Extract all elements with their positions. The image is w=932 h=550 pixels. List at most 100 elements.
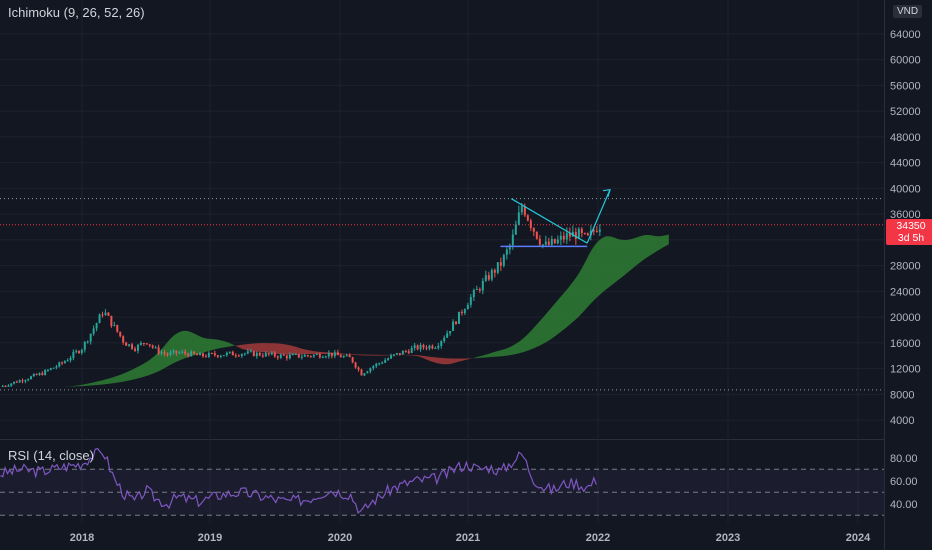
- candle-body: [285, 355, 288, 359]
- candle-body: [351, 357, 354, 363]
- candle-body: [282, 354, 285, 356]
- candle-body: [95, 323, 98, 329]
- candle-body: [41, 373, 44, 376]
- candle-body: [201, 353, 204, 357]
- candle-body: [101, 314, 104, 316]
- candle-body: [472, 290, 475, 298]
- candle-body: [66, 360, 69, 362]
- rsi-tick-label: 60.00: [890, 476, 918, 488]
- candle-body: [428, 345, 431, 349]
- candle-body: [7, 385, 10, 387]
- candle-body: [30, 376, 33, 380]
- rsi-tick-label: 40.00: [890, 499, 918, 511]
- candle-body: [267, 353, 270, 355]
- candle-body: [243, 353, 246, 355]
- x-tick-label: 2022: [586, 532, 610, 544]
- candle-body: [276, 356, 279, 358]
- candle-body: [484, 275, 487, 281]
- candle-body: [342, 356, 345, 358]
- candle-body: [255, 352, 258, 357]
- resistance-trendline[interactable]: [511, 198, 588, 244]
- y-tick-label: 44000: [890, 158, 921, 170]
- last-price-tag: 34350 3d 5h: [886, 219, 932, 245]
- candle-body: [32, 374, 35, 377]
- candle-body: [134, 348, 137, 351]
- candle-body: [166, 353, 169, 355]
- candle-body: [395, 353, 398, 355]
- candle-body: [198, 353, 201, 356]
- ichimoku-legend[interactable]: Ichimoku (9, 26, 52, 26): [8, 5, 145, 20]
- candle-body: [589, 230, 592, 236]
- y-tick-label: 24000: [890, 286, 921, 298]
- candle-body: [381, 362, 384, 364]
- candle-body: [598, 229, 601, 232]
- candle-body: [44, 370, 47, 376]
- rsi-legend[interactable]: RSI (14, close): [8, 448, 94, 463]
- candle-body: [240, 354, 243, 357]
- candle-body: [556, 239, 559, 244]
- candle-body: [219, 355, 222, 357]
- candle-body: [446, 333, 449, 338]
- candle-body: [151, 345, 154, 348]
- candle-body: [75, 351, 78, 353]
- candle-body: [86, 341, 89, 343]
- candle-body: [312, 354, 315, 357]
- candle-body: [80, 349, 83, 354]
- candle-body: [178, 352, 181, 354]
- candle-body: [443, 337, 446, 342]
- candle-body: [565, 233, 568, 240]
- candle-body: [213, 353, 216, 356]
- candle-body: [72, 351, 75, 358]
- candle-body: [345, 355, 348, 357]
- candle-body: [104, 312, 107, 315]
- candle-body: [222, 355, 225, 357]
- candle-body: [523, 206, 526, 216]
- currency-badge[interactable]: VND: [893, 5, 923, 18]
- candle-body: [237, 355, 240, 357]
- candle-body: [333, 352, 336, 357]
- candle-body: [128, 344, 131, 346]
- arrow-head-icon: [602, 188, 611, 197]
- candle-body: [145, 343, 148, 345]
- candle-body: [234, 355, 237, 357]
- x-tick-label: 2024: [846, 532, 871, 544]
- candle-body: [264, 353, 267, 357]
- y-tick-label: 56000: [890, 80, 921, 92]
- candle-body: [300, 356, 303, 358]
- candle-body: [434, 347, 437, 349]
- candle-body: [131, 344, 134, 349]
- candle-body: [404, 351, 407, 353]
- candle-body: [306, 355, 309, 357]
- y-tick-label: 16000: [890, 338, 921, 350]
- candle-body: [595, 230, 598, 232]
- candle-body: [181, 351, 184, 353]
- candle-body: [520, 206, 523, 213]
- candle-body: [455, 321, 458, 324]
- candle-body: [78, 351, 81, 354]
- rsi-tick-label: 80.00: [890, 453, 918, 465]
- candle-body: [550, 238, 553, 245]
- candle-body: [457, 311, 460, 324]
- x-tick-label: 2023: [716, 532, 740, 544]
- candle-body: [372, 366, 375, 369]
- candle-body: [387, 358, 390, 361]
- candle-body: [110, 315, 113, 326]
- candle-body: [83, 341, 86, 350]
- candle-body: [363, 373, 366, 376]
- x-tick-label: 2018: [70, 532, 94, 544]
- candle-body: [475, 288, 478, 291]
- candle-body: [122, 336, 125, 343]
- candle-body: [466, 304, 469, 310]
- y-tick-label: 52000: [890, 106, 921, 118]
- candle-body: [440, 341, 443, 346]
- candle-body: [15, 381, 18, 383]
- candle-body: [18, 380, 21, 383]
- candle-body: [303, 355, 306, 357]
- candle-body: [116, 324, 119, 332]
- candle-body: [425, 347, 428, 349]
- candle-body: [288, 354, 291, 359]
- projection-arrow[interactable]: [586, 189, 611, 244]
- candle-body: [309, 355, 312, 357]
